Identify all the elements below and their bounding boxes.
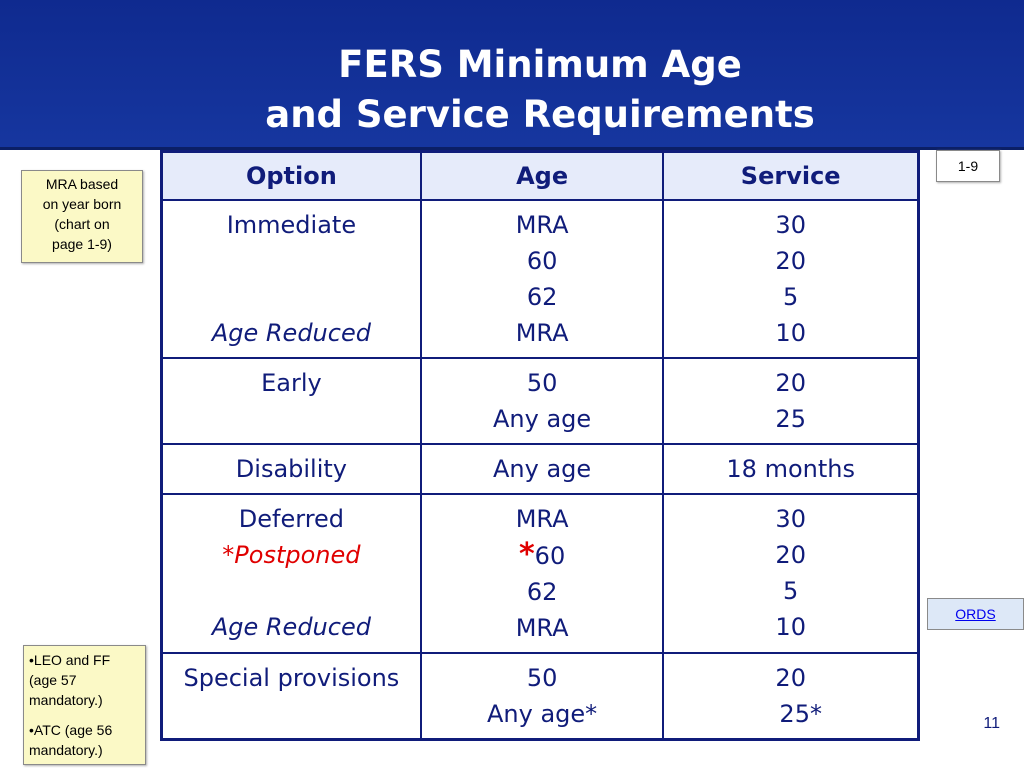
option-deferred: Deferred bbox=[238, 505, 345, 533]
title-banner-divider bbox=[0, 147, 1024, 150]
age-value: 62 bbox=[526, 283, 558, 311]
title-banner bbox=[0, 0, 1024, 147]
table-header-row: Option Age Service bbox=[160, 150, 920, 201]
service-value: 10 bbox=[775, 613, 806, 641]
option-early: Early bbox=[261, 369, 322, 397]
age-value: MRA bbox=[515, 319, 569, 347]
service-disability: 18 months bbox=[662, 443, 920, 495]
age-disability: Any age bbox=[419, 443, 665, 495]
mra-note-line: page 1-9) bbox=[52, 236, 112, 252]
atc-note-line: •ATC (age 56 bbox=[29, 722, 113, 738]
slide-title-line-2: and Service Requirements bbox=[265, 93, 815, 136]
option-immediate-age-reduced: Age Reduced bbox=[211, 319, 371, 347]
service-value: 30 bbox=[775, 505, 806, 533]
age-value: 50 bbox=[526, 664, 558, 692]
service-value: 10 bbox=[775, 319, 806, 347]
mra-note-line: MRA based bbox=[45, 176, 119, 192]
cell-service-deferred: 30 20 5 10 bbox=[662, 493, 920, 654]
leo-note-line: •LEO and FF bbox=[29, 652, 111, 668]
age-value: 60 bbox=[526, 247, 558, 275]
table-row-special: Special provisions 50 Any age* 20 25* bbox=[160, 652, 920, 741]
cell-service-early: 20 25 bbox=[662, 357, 920, 445]
age-value-postponed: *60 bbox=[426, 537, 659, 574]
age-value: 62 bbox=[526, 578, 558, 606]
cell-option-special: Special provisions bbox=[160, 652, 422, 741]
service-value: 20 bbox=[775, 541, 806, 569]
option-disability: Disability bbox=[160, 443, 422, 495]
page-reference-badge: 1-9 bbox=[936, 150, 1000, 182]
service-value: 25 bbox=[775, 405, 806, 433]
atc-note-line: mandatory.) bbox=[29, 742, 103, 758]
slide-number: 11 bbox=[983, 715, 1000, 732]
age-value: MRA bbox=[515, 211, 569, 239]
service-value: 5 bbox=[783, 283, 799, 311]
cell-option-immediate: Immediate Age Reduced bbox=[160, 199, 422, 359]
slide-title-line-1: FERS Minimum Age bbox=[338, 43, 742, 86]
age-value: MRA bbox=[515, 505, 569, 533]
mra-note: MRA based on year born (chart on page 1-… bbox=[21, 170, 143, 263]
header-age: Age bbox=[419, 150, 665, 201]
table-row-early: Early 50 Any age 20 25 bbox=[160, 357, 920, 445]
leo-atc-note: •LEO and FF (age 57 mandatory.) •ATC (ag… bbox=[23, 645, 146, 765]
ords-link[interactable]: ORDS bbox=[927, 598, 1024, 630]
requirements-table: Option Age Service Immediate Age Reduced… bbox=[160, 150, 920, 741]
header-option: Option bbox=[160, 150, 422, 201]
age-value: MRA bbox=[515, 614, 569, 642]
spacer bbox=[29, 710, 141, 720]
service-value: 20 bbox=[775, 664, 806, 692]
service-value: 30 bbox=[775, 211, 806, 239]
cell-age-immediate: MRA 60 62 MRA bbox=[419, 199, 665, 359]
age-value: 50 bbox=[526, 369, 558, 397]
cell-age-special: 50 Any age* bbox=[419, 652, 665, 741]
cell-age-early: 50 Any age bbox=[419, 357, 665, 445]
mra-note-line: (chart on bbox=[54, 216, 110, 232]
option-deferred-age-reduced: Age Reduced bbox=[211, 613, 371, 641]
cell-service-special: 20 25* bbox=[662, 652, 920, 741]
option-postponed: *Postponed bbox=[222, 541, 361, 569]
table-row-immediate: Immediate Age Reduced MRA 60 62 MRA 30 2… bbox=[160, 199, 920, 359]
cell-option-early: Early bbox=[160, 357, 422, 445]
age-value: Any age bbox=[493, 405, 592, 433]
table-row-disability: Disability Any age 18 months bbox=[160, 443, 920, 495]
option-special-provisions: Special provisions bbox=[183, 664, 400, 692]
spacer bbox=[167, 243, 416, 279]
table-row-deferred: Deferred *Postponed Age Reduced MRA *60 … bbox=[160, 493, 920, 654]
leo-note-line: mandatory.) bbox=[29, 692, 103, 708]
service-value: 5 bbox=[783, 577, 799, 605]
cell-age-deferred: MRA *60 62 MRA bbox=[419, 493, 665, 654]
age-value: Any age* bbox=[487, 700, 598, 728]
cell-option-deferred: Deferred *Postponed Age Reduced bbox=[160, 493, 422, 654]
age-value: 60 bbox=[534, 542, 566, 570]
postponed-asterisk: * bbox=[518, 537, 535, 572]
service-value: 20 bbox=[775, 247, 806, 275]
mra-note-line: on year born bbox=[42, 196, 122, 212]
service-value: 20 bbox=[775, 369, 806, 397]
cell-service-immediate: 30 20 5 10 bbox=[662, 199, 920, 359]
service-value: 25* bbox=[779, 700, 822, 728]
leo-note-line: (age 57 bbox=[29, 672, 77, 688]
header-service: Service bbox=[662, 150, 920, 201]
spacer bbox=[167, 279, 416, 315]
option-immediate: Immediate bbox=[226, 211, 357, 239]
spacer bbox=[167, 573, 416, 609]
slide-title: FERS Minimum Age and Service Requirement… bbox=[160, 40, 920, 140]
